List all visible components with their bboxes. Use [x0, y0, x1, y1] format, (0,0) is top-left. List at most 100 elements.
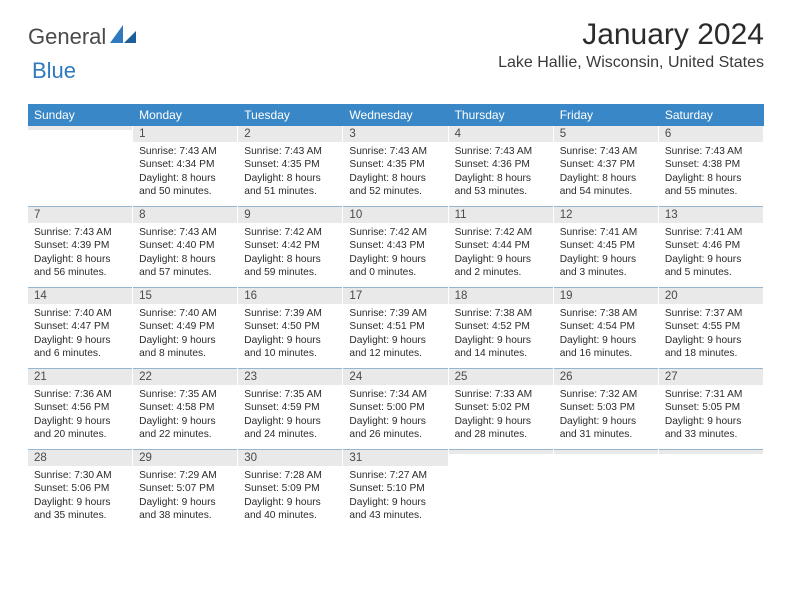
daylight-text: Daylight: 8 hours and 59 minutes.	[244, 253, 336, 280]
day-number: 16	[238, 287, 342, 304]
sunrise-text: Sunrise: 7:43 AM	[560, 145, 652, 158]
day-info: Sunrise: 7:43 AMSunset: 4:37 PMDaylight:…	[554, 142, 658, 206]
daylight-text: Daylight: 9 hours and 40 minutes.	[244, 496, 336, 523]
day-info: Sunrise: 7:42 AMSunset: 4:44 PMDaylight:…	[449, 223, 553, 287]
day-number: 2	[238, 126, 342, 142]
daylight-text: Daylight: 9 hours and 20 minutes.	[34, 415, 126, 442]
sunset-text: Sunset: 4:43 PM	[349, 239, 441, 252]
daylight-text: Daylight: 9 hours and 5 minutes.	[665, 253, 757, 280]
day-info: Sunrise: 7:43 AMSunset: 4:39 PMDaylight:…	[28, 223, 132, 287]
weekday-col: Monday	[133, 104, 238, 126]
day-number: 5	[554, 126, 658, 142]
sunset-text: Sunset: 5:07 PM	[139, 482, 231, 495]
sunset-text: Sunset: 4:46 PM	[665, 239, 757, 252]
calendar-cell: 17Sunrise: 7:39 AMSunset: 4:51 PMDayligh…	[343, 287, 448, 368]
daylight-text: Daylight: 8 hours and 53 minutes.	[455, 172, 547, 199]
weekday-header: Sunday Monday Tuesday Wednesday Thursday…	[28, 104, 764, 126]
sunrise-text: Sunrise: 7:37 AM	[665, 307, 757, 320]
day-number: 23	[238, 368, 342, 385]
day-number: 25	[449, 368, 553, 385]
day-info: Sunrise: 7:32 AMSunset: 5:03 PMDaylight:…	[554, 385, 658, 449]
day-info: Sunrise: 7:41 AMSunset: 4:46 PMDaylight:…	[659, 223, 763, 287]
calendar-cell	[659, 449, 764, 530]
day-info: Sunrise: 7:33 AMSunset: 5:02 PMDaylight:…	[449, 385, 553, 449]
day-number: 28	[28, 449, 132, 466]
day-info: Sunrise: 7:36 AMSunset: 4:56 PMDaylight:…	[28, 385, 132, 449]
sunset-text: Sunset: 4:51 PM	[349, 320, 441, 333]
sunrise-text: Sunrise: 7:43 AM	[665, 145, 757, 158]
daylight-text: Daylight: 8 hours and 57 minutes.	[139, 253, 231, 280]
daylight-text: Daylight: 9 hours and 8 minutes.	[139, 334, 231, 361]
calendar-cell: 27Sunrise: 7:31 AMSunset: 5:05 PMDayligh…	[659, 368, 764, 449]
sunrise-text: Sunrise: 7:42 AM	[455, 226, 547, 239]
day-number: 26	[554, 368, 658, 385]
sunset-text: Sunset: 4:44 PM	[455, 239, 547, 252]
daylight-text: Daylight: 9 hours and 10 minutes.	[244, 334, 336, 361]
calendar-cell: 31Sunrise: 7:27 AMSunset: 5:10 PMDayligh…	[343, 449, 448, 530]
day-info: Sunrise: 7:43 AMSunset: 4:35 PMDaylight:…	[343, 142, 447, 206]
calendar-cell: 2Sunrise: 7:43 AMSunset: 4:35 PMDaylight…	[238, 126, 343, 206]
day-number: 27	[659, 368, 763, 385]
sunrise-text: Sunrise: 7:39 AM	[244, 307, 336, 320]
day-info: Sunrise: 7:39 AMSunset: 4:51 PMDaylight:…	[343, 304, 447, 368]
calendar-cell: 21Sunrise: 7:36 AMSunset: 4:56 PMDayligh…	[28, 368, 133, 449]
daylight-text: Daylight: 9 hours and 2 minutes.	[455, 253, 547, 280]
sunset-text: Sunset: 4:54 PM	[560, 320, 652, 333]
sunrise-text: Sunrise: 7:33 AM	[455, 388, 547, 401]
sunrise-text: Sunrise: 7:35 AM	[139, 388, 231, 401]
day-info: Sunrise: 7:43 AMSunset: 4:34 PMDaylight:…	[133, 142, 237, 206]
day-info: Sunrise: 7:38 AMSunset: 4:52 PMDaylight:…	[449, 304, 553, 368]
calendar-cell: 22Sunrise: 7:35 AMSunset: 4:58 PMDayligh…	[133, 368, 238, 449]
calendar-cell: 23Sunrise: 7:35 AMSunset: 4:59 PMDayligh…	[238, 368, 343, 449]
day-number: 3	[343, 126, 447, 142]
day-number: 30	[238, 449, 342, 466]
day-number: 14	[28, 287, 132, 304]
day-number: 19	[554, 287, 658, 304]
weekday-col: Wednesday	[343, 104, 448, 126]
calendar-cell: 14Sunrise: 7:40 AMSunset: 4:47 PMDayligh…	[28, 287, 133, 368]
day-info: Sunrise: 7:43 AMSunset: 4:35 PMDaylight:…	[238, 142, 342, 206]
day-info: Sunrise: 7:35 AMSunset: 4:58 PMDaylight:…	[133, 385, 237, 449]
daylight-text: Daylight: 9 hours and 24 minutes.	[244, 415, 336, 442]
calendar-cell: 7Sunrise: 7:43 AMSunset: 4:39 PMDaylight…	[28, 206, 133, 287]
sunrise-text: Sunrise: 7:39 AM	[349, 307, 441, 320]
daylight-text: Daylight: 8 hours and 54 minutes.	[560, 172, 652, 199]
sunset-text: Sunset: 5:00 PM	[349, 401, 441, 414]
day-info: Sunrise: 7:40 AMSunset: 4:47 PMDaylight:…	[28, 304, 132, 368]
day-number: 8	[133, 206, 237, 223]
day-info: Sunrise: 7:34 AMSunset: 5:00 PMDaylight:…	[343, 385, 447, 449]
day-number: 21	[28, 368, 132, 385]
weekday-col: Sunday	[28, 104, 133, 126]
sunset-text: Sunset: 4:55 PM	[665, 320, 757, 333]
calendar-cell: 26Sunrise: 7:32 AMSunset: 5:03 PMDayligh…	[554, 368, 659, 449]
daylight-text: Daylight: 9 hours and 28 minutes.	[455, 415, 547, 442]
weekday-col: Friday	[554, 104, 659, 126]
sunrise-text: Sunrise: 7:43 AM	[34, 226, 126, 239]
sunrise-text: Sunrise: 7:28 AM	[244, 469, 336, 482]
calendar-cell: 4Sunrise: 7:43 AMSunset: 4:36 PMDaylight…	[449, 126, 554, 206]
day-number: 10	[343, 206, 447, 223]
sunrise-text: Sunrise: 7:35 AM	[244, 388, 336, 401]
sunset-text: Sunset: 4:50 PM	[244, 320, 336, 333]
calendar-cell: 13Sunrise: 7:41 AMSunset: 4:46 PMDayligh…	[659, 206, 764, 287]
sunset-text: Sunset: 4:45 PM	[560, 239, 652, 252]
daylight-text: Daylight: 9 hours and 6 minutes.	[34, 334, 126, 361]
day-number: 12	[554, 206, 658, 223]
day-info: Sunrise: 7:28 AMSunset: 5:09 PMDaylight:…	[238, 466, 342, 530]
calendar-cell: 28Sunrise: 7:30 AMSunset: 5:06 PMDayligh…	[28, 449, 133, 530]
sunset-text: Sunset: 4:40 PM	[139, 239, 231, 252]
sunset-text: Sunset: 4:37 PM	[560, 158, 652, 171]
sunset-text: Sunset: 4:42 PM	[244, 239, 336, 252]
day-number: 6	[659, 126, 763, 142]
day-info	[28, 130, 132, 188]
sunrise-text: Sunrise: 7:43 AM	[455, 145, 547, 158]
sunrise-text: Sunrise: 7:40 AM	[139, 307, 231, 320]
sunrise-text: Sunrise: 7:42 AM	[349, 226, 441, 239]
calendar-cell: 9Sunrise: 7:42 AMSunset: 4:42 PMDaylight…	[238, 206, 343, 287]
daylight-text: Daylight: 8 hours and 55 minutes.	[665, 172, 757, 199]
sunrise-text: Sunrise: 7:42 AM	[244, 226, 336, 239]
sunset-text: Sunset: 5:03 PM	[560, 401, 652, 414]
daylight-text: Daylight: 9 hours and 31 minutes.	[560, 415, 652, 442]
day-number: 18	[449, 287, 553, 304]
sunset-text: Sunset: 4:35 PM	[244, 158, 336, 171]
